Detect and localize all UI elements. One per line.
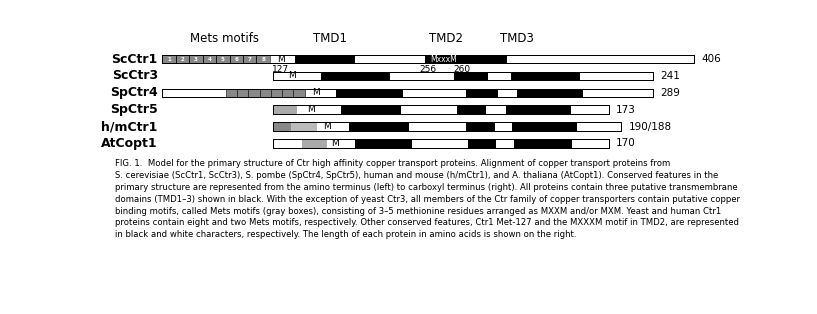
Text: 1: 1 [167, 57, 171, 62]
Bar [203, 55, 216, 63]
Bar [273, 139, 609, 148]
Bar [270, 89, 282, 97]
Text: M: M [277, 55, 284, 64]
Bar [425, 55, 463, 63]
Bar [190, 55, 203, 63]
Bar [273, 139, 609, 148]
Text: AtCopt1: AtCopt1 [101, 137, 158, 150]
Bar [273, 122, 291, 131]
Bar [463, 55, 507, 63]
Bar [293, 89, 305, 97]
Bar [291, 122, 317, 131]
Bar [467, 89, 498, 97]
Text: Mets motifs: Mets motifs [190, 32, 259, 45]
Bar [257, 55, 270, 63]
Bar [457, 106, 486, 114]
Text: 6: 6 [234, 57, 239, 62]
Bar [337, 89, 403, 97]
Text: 260: 260 [453, 65, 471, 73]
Bar [163, 89, 653, 97]
Bar [511, 72, 580, 80]
Text: h/mCtr1: h/mCtr1 [101, 120, 158, 133]
Text: TMD1: TMD1 [313, 32, 347, 45]
Text: ScCtr1: ScCtr1 [112, 53, 158, 66]
Text: 8: 8 [261, 57, 266, 62]
Bar [453, 72, 489, 80]
Bar [506, 106, 570, 114]
Text: 289: 289 [661, 88, 681, 98]
Bar [248, 89, 260, 97]
Bar [163, 55, 176, 63]
Bar [273, 106, 297, 114]
Bar [273, 72, 653, 80]
Bar [282, 89, 293, 97]
Bar [349, 122, 409, 131]
Text: 7: 7 [248, 57, 252, 62]
Text: MxxxM: MxxxM [431, 55, 458, 64]
Text: 406: 406 [702, 54, 721, 64]
Bar [163, 55, 270, 63]
Bar [342, 106, 401, 114]
Bar [273, 106, 609, 114]
Bar [273, 106, 609, 114]
Text: 170: 170 [616, 138, 636, 149]
Text: ScCtr3: ScCtr3 [112, 69, 158, 83]
Text: TMD3: TMD3 [500, 32, 534, 45]
Text: 173: 173 [616, 105, 636, 115]
Bar [230, 55, 243, 63]
Text: 256: 256 [420, 65, 437, 73]
Bar [273, 72, 653, 80]
Bar [512, 122, 577, 131]
Bar [295, 55, 355, 63]
Bar [467, 122, 494, 131]
Text: 241: 241 [661, 71, 681, 81]
Bar [243, 55, 257, 63]
Bar [237, 89, 248, 97]
Text: M: M [323, 122, 331, 131]
Bar [273, 122, 622, 131]
Bar [225, 89, 237, 97]
Text: M: M [307, 105, 315, 114]
Bar [301, 139, 327, 148]
Text: 2: 2 [181, 57, 185, 62]
Bar [163, 55, 694, 63]
Text: M: M [288, 72, 296, 80]
Bar [468, 139, 496, 148]
Bar [320, 72, 391, 80]
Text: SpCtr4: SpCtr4 [110, 86, 158, 99]
Text: M: M [331, 139, 339, 148]
Text: M: M [311, 88, 319, 97]
Text: FIG. 1.  Model for the primary structure of Ctr high affinity copper transport p: FIG. 1. Model for the primary structure … [114, 159, 739, 239]
Text: 4: 4 [208, 57, 212, 62]
Text: 190/188: 190/188 [629, 122, 672, 132]
Bar [260, 89, 270, 97]
Text: 127: 127 [272, 65, 289, 73]
Bar [355, 139, 413, 148]
Bar [163, 55, 694, 63]
Text: 5: 5 [221, 57, 225, 62]
Bar [514, 139, 572, 148]
Bar [517, 89, 583, 97]
Text: SpCtr5: SpCtr5 [110, 103, 158, 116]
Text: 3: 3 [194, 57, 198, 62]
Bar [163, 89, 653, 97]
Bar [216, 55, 230, 63]
Bar [273, 122, 622, 131]
Bar [176, 55, 190, 63]
Text: TMD2: TMD2 [429, 32, 463, 45]
